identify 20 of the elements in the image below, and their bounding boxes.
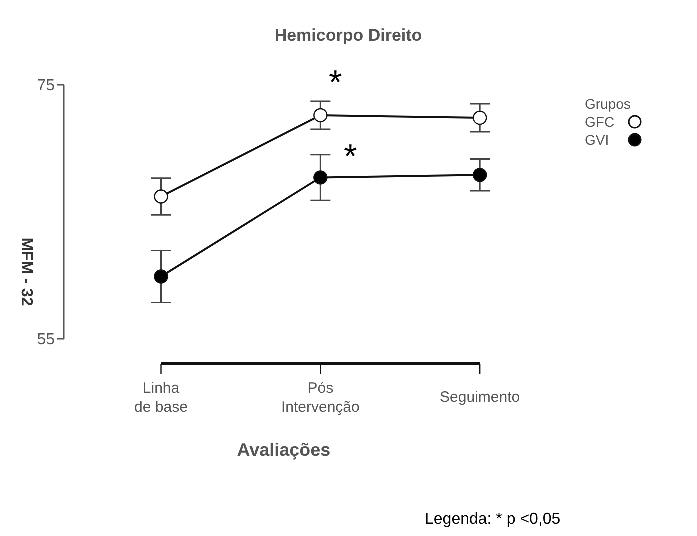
point	[154, 190, 168, 204]
x-tick-label: Seguimento	[440, 389, 520, 406]
x-tick-label: Linha de base	[134, 380, 188, 416]
point	[314, 170, 328, 185]
text: Legenda: * p <0,05	[425, 511, 561, 528]
y-tick-label: 55	[37, 332, 56, 349]
point	[154, 270, 168, 284]
x-axis-title: Avaliações	[237, 440, 331, 460]
point	[314, 108, 328, 123]
legend-label: GVI	[585, 131, 610, 149]
y-axis-title: MFM - 32	[17, 238, 36, 306]
chart-title: Hemicorpo Direito	[274, 26, 424, 46]
point	[472, 110, 488, 126]
legend-title: Grupos	[585, 95, 632, 113]
annotation: *	[329, 64, 342, 102]
x-tick-label: Pós Intervenção	[281, 380, 360, 416]
legend-label: GFC	[585, 113, 616, 131]
point	[472, 168, 488, 182]
annotation: *	[344, 138, 358, 176]
y-tick-label: 75	[37, 78, 56, 95]
